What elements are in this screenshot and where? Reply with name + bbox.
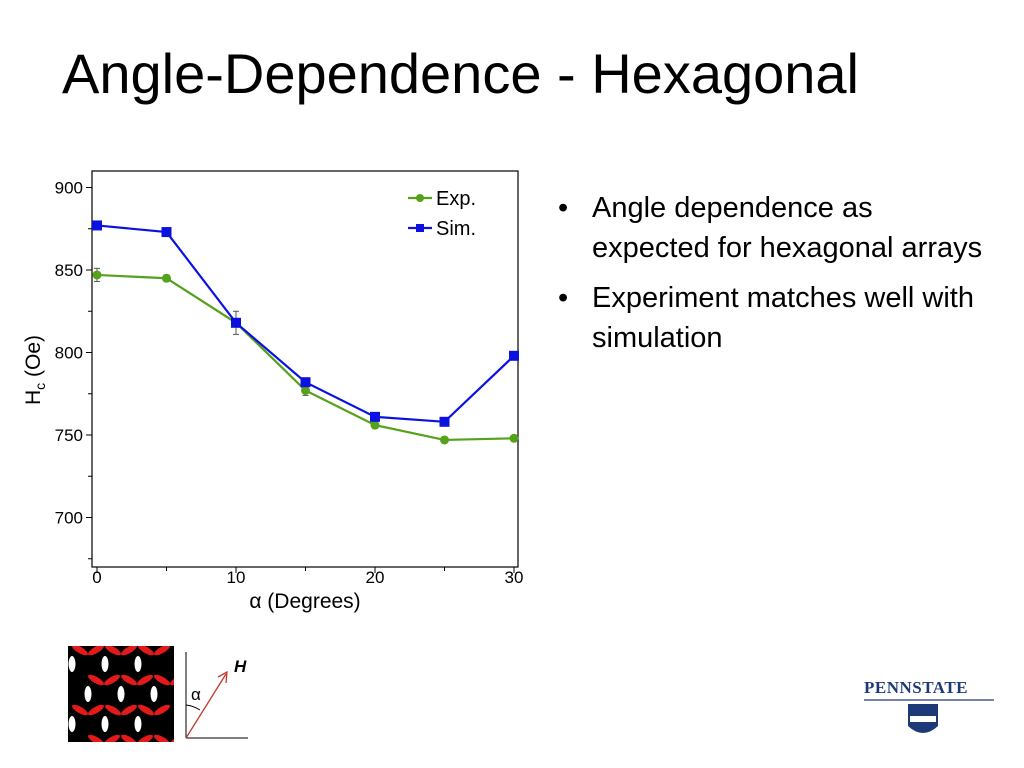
data-point (231, 317, 241, 328)
red-nanomagnet (170, 734, 174, 742)
white-nanomagnet (101, 656, 109, 672)
red-nanomagnet (104, 734, 120, 742)
red-nanomagnet (154, 704, 170, 716)
y-axis-label-sub: c (32, 383, 48, 390)
red-nanomagnet (137, 674, 153, 686)
legend-marker (416, 194, 424, 202)
white-nanomagnet (150, 686, 158, 702)
data-point (162, 273, 171, 283)
pennstate-logo: PENNSTATE (860, 678, 1000, 742)
y-axis-label-rest: (Oe) (22, 335, 45, 383)
red-nanomagnet (138, 704, 154, 716)
red-nanomagnet (72, 646, 88, 656)
bullet-text: Angle dependence as expected for hexagon… (592, 192, 983, 264)
red-nanomagnet (88, 646, 104, 656)
data-point (92, 270, 102, 280)
bullet-item: • Angle dependence as expected for hexago… (558, 188, 998, 268)
bullet-glyph: • (558, 282, 569, 314)
y-axis-label: Hc (Oe) (22, 335, 48, 405)
y-axis-label-main: H (22, 390, 45, 405)
white-nanomagnet (84, 686, 92, 702)
y-tick-label: 750 (55, 426, 83, 445)
series-lines (96, 224, 515, 442)
y-tick-label: 800 (55, 344, 83, 363)
slide-title: Angle-Dependence - Hexagonal (62, 42, 859, 105)
bullet-item: • Experiment matches well with simulation (558, 278, 998, 358)
shield-band (910, 716, 936, 722)
red-nanomagnet (154, 734, 170, 742)
red-nanomagnet (170, 674, 174, 686)
axis-ticks: 700 750 800 850 900 0 10 20 30 (55, 179, 524, 588)
red-nanomagnet (72, 704, 88, 716)
red-nanomagnet (138, 646, 154, 656)
bullet-list: • Angle dependence as expected for hexago… (558, 188, 998, 368)
x-tick-label: 30 (505, 568, 524, 587)
data-point (370, 411, 380, 422)
y-tick-label: 900 (55, 179, 83, 198)
angle-arc (185, 704, 201, 711)
series-marks (92, 220, 519, 445)
white-nanomagnet (101, 716, 109, 732)
legend-label: Exp. (436, 188, 476, 210)
x-tick-label: 10 (227, 568, 246, 587)
field-arrow (185, 673, 227, 739)
white-nanomagnet (117, 686, 125, 702)
y-tick-label: 850 (55, 261, 83, 280)
field-angle-diagram: H α (185, 652, 248, 739)
red-nanomagnet (104, 674, 120, 686)
angle-label: α (191, 685, 201, 704)
red-nanomagnet (121, 704, 137, 716)
white-nanomagnet (68, 656, 76, 672)
legend-label: Sim. (436, 218, 476, 240)
data-point (439, 416, 450, 427)
legend-marker (416, 224, 424, 232)
red-nanomagnet (105, 704, 121, 716)
data-point (300, 377, 311, 388)
red-nanomagnet (121, 646, 137, 656)
chart-legend: Exp. Sim. (408, 188, 476, 240)
red-nanomagnet (121, 734, 137, 742)
logo-wordmark: PENNSTATE (864, 678, 969, 697)
line-chart: 700 750 800 850 900 0 10 20 30 Exp. Sim. α (Degre… (22, 170, 524, 613)
data-point (92, 220, 102, 231)
red-nanomagnet (88, 674, 104, 686)
white-nanomagnet (68, 716, 76, 732)
data-point (440, 435, 449, 445)
red-nanomagnet (154, 674, 170, 686)
x-axis-label: α (Degrees) (249, 590, 360, 613)
red-nanomagnet (154, 646, 170, 656)
data-point (509, 433, 519, 443)
red-nanomagnet (88, 704, 104, 716)
hexagonal-lattice-image (68, 646, 174, 742)
logo-graphic (864, 699, 994, 733)
data-point (301, 385, 310, 395)
bullet-glyph: • (558, 192, 569, 224)
data-point (370, 420, 380, 430)
data-point (161, 227, 172, 238)
red-nanomagnet (88, 734, 104, 742)
red-nanomagnet (137, 734, 153, 742)
white-nanomagnet (134, 656, 142, 672)
x-tick-label: 20 (366, 568, 385, 587)
arrow-head-icon (217, 670, 228, 684)
x-tick-label: 0 (92, 568, 101, 587)
red-nanomagnet (105, 646, 121, 656)
bullet-text: Experiment matches well with simulation (592, 282, 974, 354)
lattice-pattern (68, 646, 174, 742)
red-nanomagnet (121, 674, 137, 686)
field-label: H (234, 657, 247, 676)
white-nanomagnet (134, 716, 142, 732)
data-point (509, 350, 519, 361)
y-tick-label: 700 (55, 509, 83, 528)
